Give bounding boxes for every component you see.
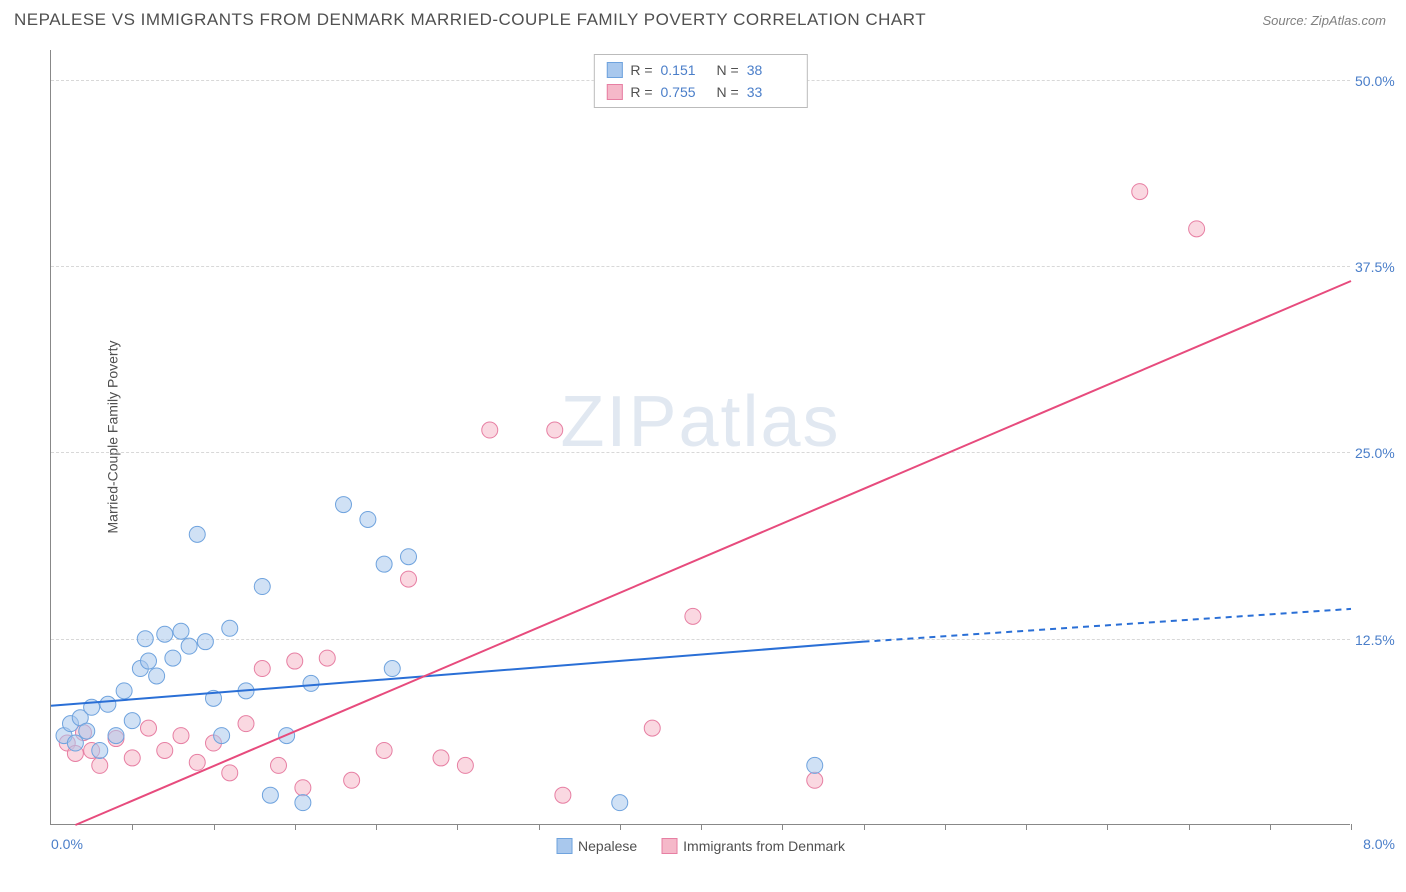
- stats-row-blue: R = 0.151 N = 38: [606, 59, 794, 81]
- y-tick-label: 37.5%: [1355, 259, 1405, 275]
- chart-title: NEPALESE VS IMMIGRANTS FROM DENMARK MARR…: [14, 10, 926, 30]
- y-tick-label: 12.5%: [1355, 632, 1405, 648]
- legend-item-blue: Nepalese: [556, 838, 637, 854]
- swatch-blue: [606, 62, 622, 78]
- n-label: N =: [717, 59, 739, 81]
- r-value-pink: 0.755: [661, 81, 709, 103]
- n-value-blue: 38: [747, 59, 795, 81]
- legend-label-blue: Nepalese: [578, 838, 637, 854]
- r-value-blue: 0.151: [661, 59, 709, 81]
- legend-label-pink: Immigrants from Denmark: [683, 838, 845, 854]
- r-label: R =: [630, 81, 652, 103]
- legend-item-pink: Immigrants from Denmark: [661, 838, 845, 854]
- series-legend: Nepalese Immigrants from Denmark: [556, 838, 845, 854]
- swatch-pink: [661, 838, 677, 854]
- chart-header: NEPALESE VS IMMIGRANTS FROM DENMARK MARR…: [0, 0, 1406, 38]
- y-tick-label: 25.0%: [1355, 445, 1405, 461]
- n-value-pink: 33: [747, 81, 795, 103]
- r-label: R =: [630, 59, 652, 81]
- stats-row-pink: R = 0.755 N = 33: [606, 81, 794, 103]
- x-axis-max-label: 8.0%: [1363, 836, 1395, 852]
- x-axis-min-label: 0.0%: [51, 836, 83, 852]
- source-attribution: Source: ZipAtlas.com: [1262, 13, 1386, 28]
- y-tick-label: 50.0%: [1355, 73, 1405, 89]
- chart-plot-area: Married-Couple Family Poverty ZIPatlas 1…: [50, 50, 1350, 825]
- swatch-blue: [556, 838, 572, 854]
- correlation-stats-box: R = 0.151 N = 38 R = 0.755 N = 33: [593, 54, 807, 108]
- scatter-plot-svg: [51, 50, 1350, 824]
- swatch-pink: [606, 84, 622, 100]
- n-label: N =: [717, 81, 739, 103]
